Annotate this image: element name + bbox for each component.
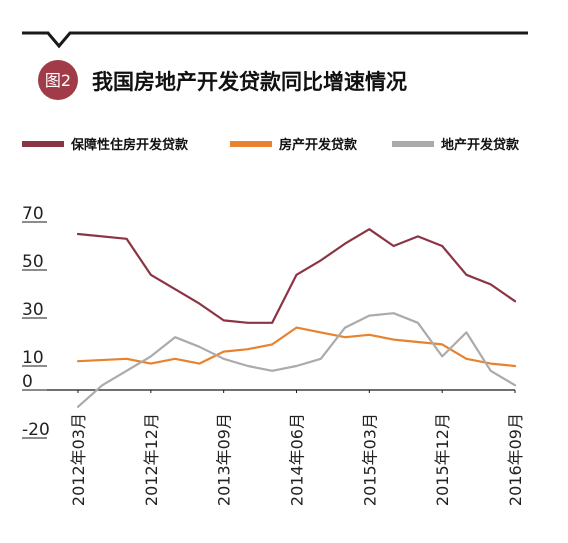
legend-label: 地产开发贷款	[441, 137, 520, 153]
x-tick-label: 2012年12月	[142, 413, 161, 506]
legend-label: 房产开发贷款	[279, 137, 358, 153]
legend: 保障性住房开发贷款 房产开发贷款 地产开发贷款	[22, 137, 520, 153]
series-line	[76, 312, 517, 408]
y-tick-label: 10	[22, 348, 44, 368]
y-tick-label: 30	[22, 300, 44, 320]
header-divider	[22, 31, 528, 49]
x-tick-label: 2014年06月	[288, 413, 307, 506]
series-line	[76, 228, 517, 324]
series-layer	[76, 228, 517, 408]
series-line	[76, 326, 517, 368]
x-axis: 2012年03月 2012年12月 2013年09月 2014年06月 2015年03月…	[47, 389, 525, 506]
y-axis: -20 0 10 30 50 70	[22, 204, 50, 440]
x-tick-label: 2013年09月	[215, 413, 234, 506]
figure-badge-label: 图2	[45, 71, 71, 90]
x-tick-label: 2016年09月	[506, 413, 525, 506]
x-tick-label: 2015年03月	[360, 413, 379, 506]
chart-title: 我国房地产开发贷款同比增速情况	[92, 70, 407, 94]
y-tick-label: -20	[22, 420, 50, 440]
y-tick-label: 0	[22, 372, 33, 392]
x-tick-label: 2015年12月	[433, 413, 452, 506]
legend-label: 保障性住房开发贷款	[70, 137, 189, 153]
y-tick-label: 50	[22, 252, 44, 272]
y-tick-label: 70	[22, 204, 44, 224]
x-tick-label: 2012年03月	[69, 413, 88, 506]
figure-badge	[38, 60, 78, 100]
